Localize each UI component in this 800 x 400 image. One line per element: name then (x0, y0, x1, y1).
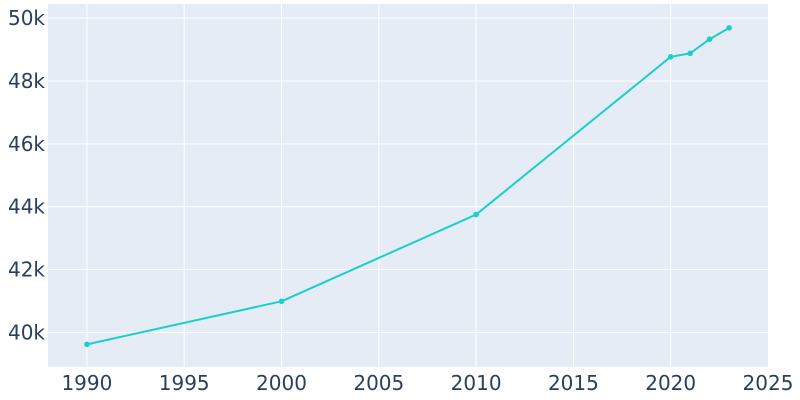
x-tick-label: 2005 (353, 371, 404, 395)
y-tick-label: 40k (8, 320, 45, 344)
x-tick-label: 1990 (61, 371, 112, 395)
y-tick-label: 48k (8, 69, 45, 93)
gridlines (48, 4, 768, 367)
data-point[interactable] (687, 50, 693, 57)
data-point[interactable] (726, 25, 732, 31)
x-tick-label: 2025 (743, 371, 794, 395)
axis-tick-labels: 1990 1995 2000 2005 2010 2015 2020 2025 40k 42k 44… (8, 6, 793, 395)
x-tick-label: 1995 (159, 371, 210, 395)
data-point[interactable] (667, 54, 674, 60)
y-tick-label: 42k (8, 258, 45, 282)
plot-area (48, 4, 768, 367)
x-tick-label: 2010 (451, 371, 502, 395)
series-layer (84, 25, 732, 348)
y-tick-label: 44k (8, 195, 45, 219)
x-tick-label: 2000 (256, 371, 307, 395)
y-tick-label: 50k (8, 6, 45, 30)
data-point[interactable] (278, 298, 285, 305)
data-point[interactable] (84, 341, 90, 348)
x-tick-label: 2020 (645, 371, 696, 395)
y-tick-label: 46k (8, 132, 45, 156)
x-tick-label: 2015 (548, 371, 599, 395)
data-point[interactable] (706, 36, 713, 42)
data-point[interactable] (473, 211, 479, 218)
